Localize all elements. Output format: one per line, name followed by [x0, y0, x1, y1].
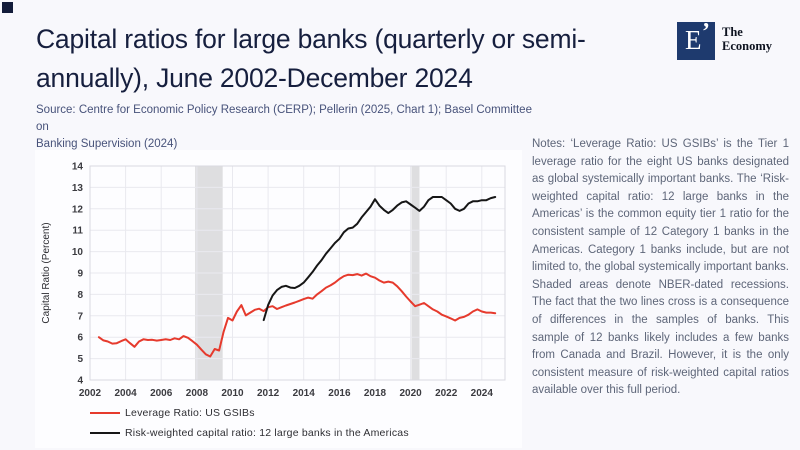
y-tick-label: 4 [77, 376, 83, 387]
x-tick-label: 2012 [257, 388, 280, 399]
legend-label: Risk-weighted capital ratio: 12 large ba… [125, 427, 409, 439]
y-tick-label: 14 [72, 162, 84, 173]
x-tick-label: 2022 [435, 388, 458, 399]
series-line-0 [97, 272, 497, 358]
y-tick-label: 8 [77, 290, 83, 301]
logo-letter: E [685, 25, 702, 55]
y-axis-title: Capital Ratio (Percent) [41, 222, 52, 323]
y-tick-label: 13 [72, 183, 84, 194]
x-tick-label: 2020 [399, 388, 422, 399]
plot-border [89, 165, 506, 381]
source-line2: Banking Supervision (2024) [36, 138, 178, 150]
page-title: Capital ratios for large banks (quarterl… [36, 20, 666, 98]
page-title-line1: Capital ratios for large banks (quarterl… [36, 24, 586, 54]
y-tick-label: 9 [77, 269, 83, 280]
x-tick-label: 2024 [471, 388, 494, 399]
x-tick-label: 2014 [293, 388, 316, 399]
legend-item-leverage-ratio: Leverage Ratio: US GSIBs [90, 403, 409, 423]
logo-name-line2: Economy [722, 39, 772, 53]
y-tick-label: 10 [72, 247, 84, 258]
source-text: Source: Centre for Economic Policy Resea… [36, 102, 536, 153]
series-line-1 [262, 196, 497, 322]
page-title-line2: annually), June 2002-December 2024 [36, 63, 473, 93]
logo-mark-icon: ’ [702, 19, 710, 45]
legend-swatch-black [90, 431, 120, 435]
corner-accent [2, 2, 13, 13]
y-tick-label: 7 [77, 311, 83, 322]
x-tick-label: 2004 [114, 388, 137, 399]
notes-text: Notes: ‘Leverage Ratio: US GSIBs’ is the… [532, 138, 789, 397]
y-tick-label: 11 [72, 226, 83, 237]
logo-box: E ’ [677, 19, 715, 60]
y-tick-label: 12 [72, 204, 84, 215]
x-tick-label: 2018 [364, 388, 387, 399]
x-tick-label: 2008 [186, 388, 209, 399]
logo-name-line1: The [722, 25, 743, 39]
x-tick-label: 2002 [79, 388, 102, 399]
capital-ratios-chart: 4 5 6 7 8 9 10 11 12 13 14 2002 2004 2006 2008 2010 2012… [41, 162, 506, 399]
y-tick-label: 6 [77, 333, 83, 344]
logo-name: The Economy [722, 25, 772, 53]
y-tick-label: 5 [77, 354, 83, 365]
legend-swatch-red [90, 411, 120, 415]
the-economy-logo: E ’ The Economy [677, 19, 772, 60]
legend-label: Leverage Ratio: US GSIBs [125, 407, 255, 419]
x-tick-label: 2016 [328, 388, 351, 399]
chart-card: 4 5 6 7 8 9 10 11 12 13 14 2002 2004 2006 2008 2010 2012… [35, 150, 522, 448]
source-line1: Source: Centre for Economic Policy Resea… [36, 104, 532, 133]
x-tick-label: 2006 [150, 388, 173, 399]
chart-legend: Leverage Ratio: US GSIBs Risk-weighted c… [90, 403, 409, 443]
legend-item-risk-weighted: Risk-weighted capital ratio: 12 large ba… [90, 423, 409, 443]
x-tick-label: 2010 [221, 388, 244, 399]
